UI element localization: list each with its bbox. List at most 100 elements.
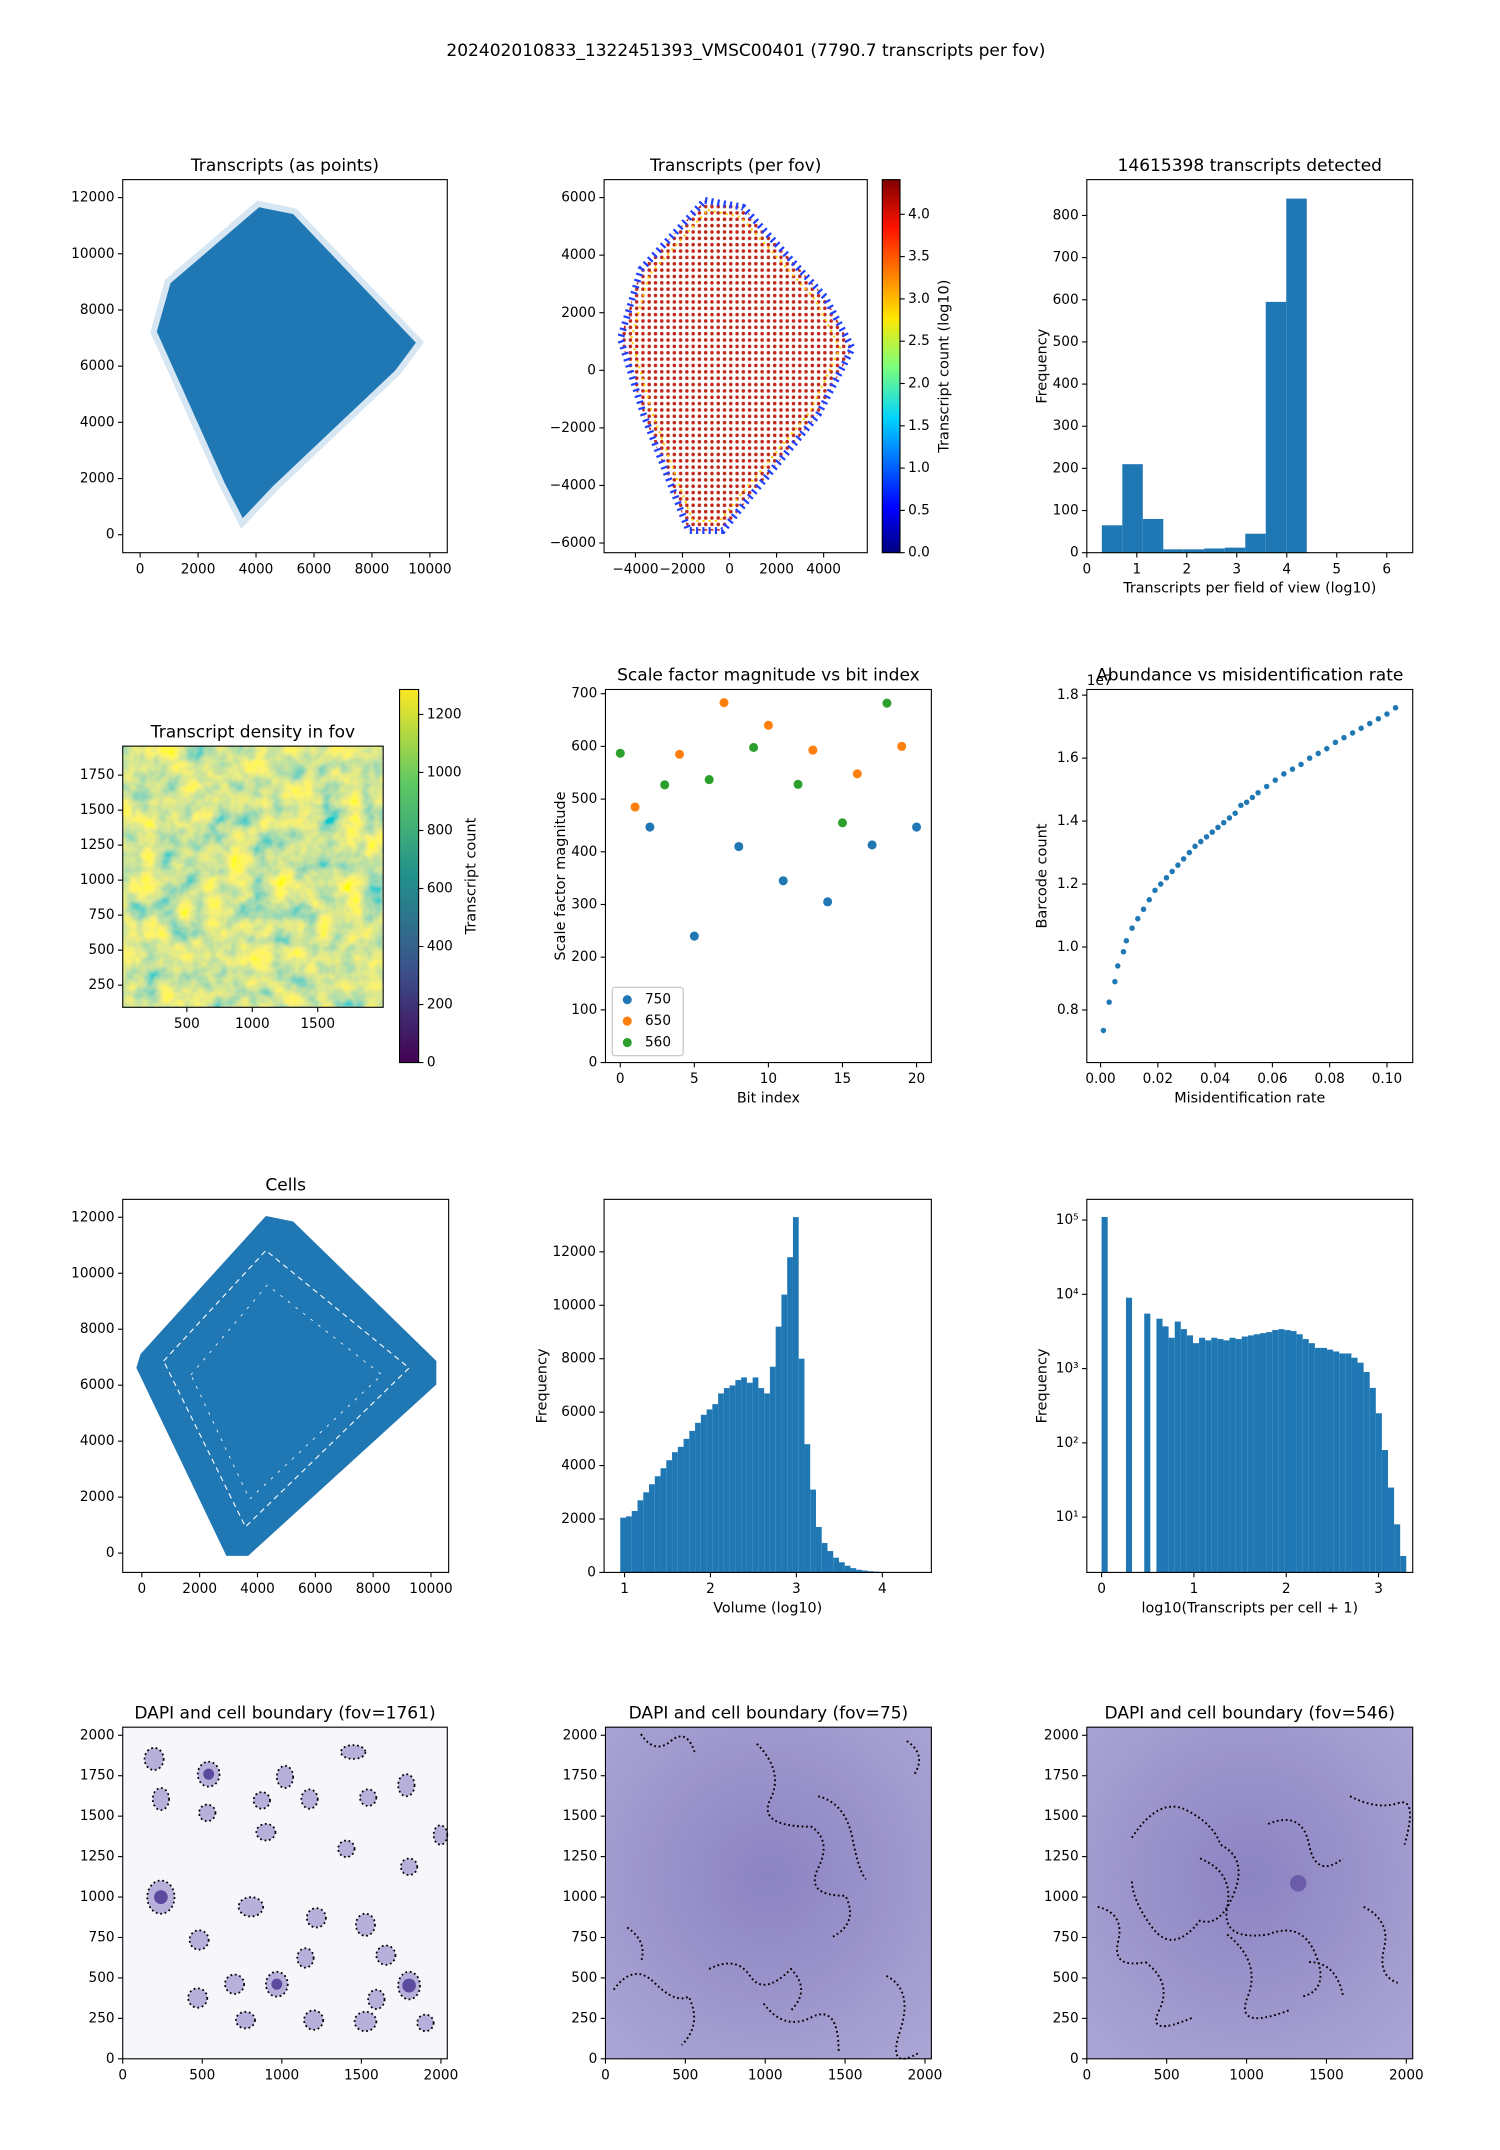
- bar: [718, 1393, 724, 1573]
- colorbar-tick-label: 3.5: [908, 249, 930, 265]
- bar: [1272, 1330, 1279, 1573]
- bar: [706, 1409, 713, 1573]
- x-tick-label: 0: [1082, 2067, 1091, 2083]
- point: [1120, 948, 1127, 955]
- point: [1238, 802, 1244, 809]
- x-tick-label: 5: [690, 1071, 699, 1087]
- bar: [1163, 549, 1184, 553]
- dapi-image: [1086, 1727, 1413, 2059]
- legend-label: 650: [645, 1013, 671, 1029]
- bar: [792, 1217, 799, 1573]
- y-tick-label: 4000: [561, 1458, 596, 1474]
- plot-frame: [1086, 688, 1414, 1064]
- point: [1281, 771, 1287, 777]
- point: [1209, 829, 1215, 835]
- bar: [1278, 1329, 1285, 1573]
- bar: [758, 1388, 765, 1573]
- bar: [649, 1484, 655, 1573]
- y-tick-label: 1.4: [1057, 813, 1079, 829]
- y-tick-label: 300: [1053, 418, 1079, 434]
- plot-frame: [1086, 179, 1414, 554]
- point: [1129, 925, 1135, 931]
- x-tick-label: 1000: [748, 2067, 783, 2083]
- colorbar-tick-label: 1.0: [908, 460, 930, 476]
- point: [1198, 838, 1204, 845]
- point: [1255, 789, 1261, 796]
- point: [793, 779, 803, 789]
- plot-frame: [122, 179, 448, 554]
- bar: [844, 1565, 851, 1573]
- bar: [1174, 1321, 1181, 1573]
- bar: [862, 1570, 868, 1573]
- legend-marker: [622, 1037, 632, 1048]
- bar: [735, 1380, 742, 1573]
- bar: [1125, 1297, 1133, 1573]
- bar: [1217, 1339, 1224, 1573]
- bar: [1229, 1337, 1236, 1573]
- bar: [1266, 1332, 1273, 1573]
- x-tick-label: 0: [1097, 1581, 1106, 1597]
- y-tick-label: 0: [589, 1055, 598, 1071]
- bar: [769, 1366, 776, 1573]
- x-tick-label: 10000: [409, 1581, 452, 1597]
- y-tick-label: 2000: [80, 1489, 115, 1505]
- point: [1232, 810, 1238, 816]
- legend-marker: [622, 995, 632, 1005]
- bar: [1284, 1330, 1291, 1573]
- point: [882, 698, 892, 708]
- y-tick-label: 750: [89, 907, 115, 923]
- bar: [1224, 547, 1246, 553]
- bar: [1290, 1331, 1297, 1573]
- dapi-image: [605, 1727, 932, 2059]
- point: [1112, 978, 1118, 985]
- colorbar-label: Transcript count (log10): [937, 280, 953, 454]
- density-image: [122, 746, 384, 1008]
- bar: [1327, 1349, 1334, 1573]
- y-tick-label: 10²: [1056, 1435, 1079, 1451]
- y-tick-label: 300: [571, 896, 597, 912]
- bar: [689, 1430, 696, 1573]
- y-tick-label: 12000: [553, 1244, 596, 1260]
- y-tick-label: 10000: [553, 1297, 596, 1313]
- point: [1358, 725, 1364, 731]
- bar: [672, 1452, 678, 1573]
- x-tick-label: 0.06: [1257, 1071, 1287, 1087]
- bar: [1320, 1347, 1328, 1573]
- x-tick-label: 0.10: [1372, 1071, 1402, 1087]
- legend-label: 560: [645, 1034, 671, 1050]
- x-tick-label: 10000: [408, 561, 451, 577]
- y-tick-label: 2000: [561, 305, 596, 321]
- x-tick-label: 3: [1374, 1581, 1383, 1597]
- legend-marker: [622, 1016, 632, 1026]
- x-axis-label: Bit index: [737, 1090, 801, 1106]
- plot-frame: [122, 1726, 448, 2060]
- y-tick-label: 4000: [80, 1433, 115, 1449]
- figure-title: 202402010833_1322451393_VMSC00401 (7790.…: [446, 41, 1045, 61]
- bar: [1345, 1353, 1352, 1573]
- bar: [833, 1557, 839, 1573]
- plot-frame: [604, 688, 932, 1064]
- x-tick-label: 1500: [828, 2067, 863, 2083]
- colorbar-tick-label: 600: [427, 880, 453, 896]
- bar: [746, 1382, 753, 1573]
- y-axis-label: Frequency: [1034, 328, 1050, 403]
- point: [719, 698, 729, 708]
- colorbar-tick-label: 200: [427, 996, 453, 1012]
- bar: [677, 1446, 684, 1573]
- x-tick-label: 1: [1190, 1581, 1199, 1597]
- x-tick-label: 10: [760, 1071, 777, 1087]
- x-tick-label: 0.00: [1085, 1071, 1115, 1087]
- x-tick-label: 4: [878, 1581, 887, 1597]
- bar: [1253, 1334, 1261, 1573]
- bar: [1286, 198, 1307, 553]
- bar: [1369, 1387, 1376, 1573]
- bar: [741, 1377, 747, 1573]
- point: [1332, 739, 1339, 746]
- bar: [1144, 1313, 1151, 1573]
- plot-frame: [604, 1726, 932, 2060]
- point: [689, 931, 699, 941]
- bar: [1387, 1487, 1395, 1573]
- point: [1324, 745, 1330, 752]
- y-tick-label: 1500: [563, 1808, 598, 1824]
- chart-title: DAPI and cell boundary (fov=546): [1105, 1703, 1395, 1723]
